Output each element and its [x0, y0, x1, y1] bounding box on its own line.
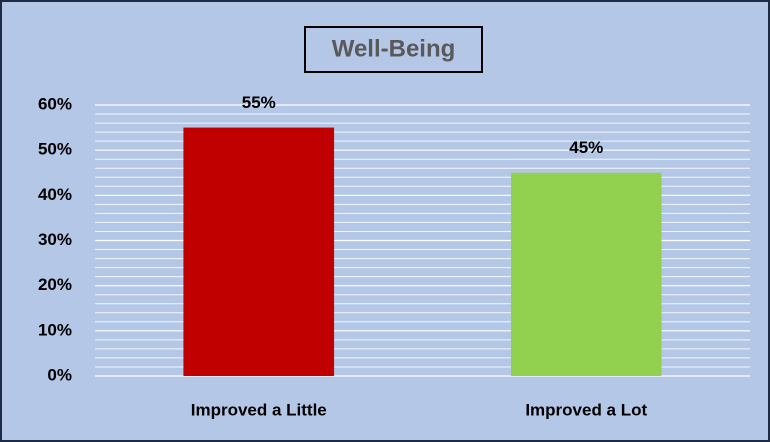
x-tick-label: Improved a Lot — [525, 400, 647, 419]
title-box — [304, 26, 483, 73]
y-tick-label: 20% — [38, 275, 72, 294]
y-tick-label: 40% — [38, 185, 72, 204]
y-tick-label: 0% — [47, 365, 72, 384]
data-label: 45% — [569, 138, 603, 157]
chart-title: Well-Being — [332, 35, 456, 62]
y-tick-label: 50% — [38, 140, 72, 159]
bar — [183, 127, 335, 376]
y-tick-label: 30% — [38, 230, 72, 249]
x-tick-label: Improved a Little — [191, 400, 327, 419]
data-label: 55% — [242, 93, 276, 112]
y-tick-label: 10% — [38, 320, 72, 339]
bar — [510, 172, 662, 376]
y-tick-label: 60% — [38, 94, 72, 113]
